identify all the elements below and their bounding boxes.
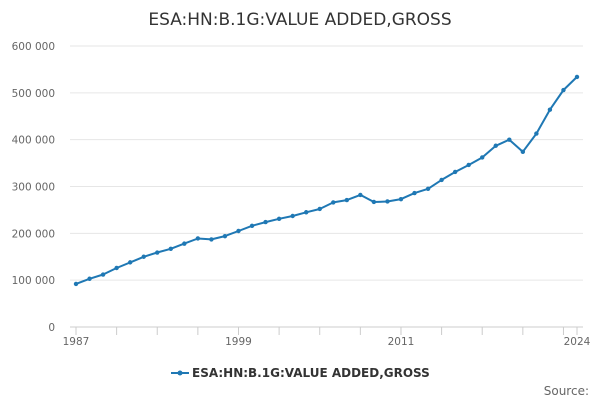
y-tick-label: 500 000 <box>12 88 55 100</box>
data-point <box>155 250 160 255</box>
data-point <box>574 74 580 80</box>
data-point <box>425 186 431 192</box>
data-point <box>358 192 363 198</box>
data-point <box>290 213 295 219</box>
y-tick-label: 0 <box>48 322 55 334</box>
legend[interactable]: ESA:HN:B.1G:VALUE ADDED,GROSS <box>171 366 430 380</box>
data-point <box>452 169 458 175</box>
data-point <box>561 87 566 93</box>
data-point <box>547 107 553 112</box>
data-point <box>371 199 377 205</box>
x-tick-label: 1999 <box>225 336 252 348</box>
chart-title: ESA:HN:B.1G:VALUE ADDED,GROSS <box>148 10 451 30</box>
x-tick-label: 2011 <box>388 336 415 348</box>
data-point <box>534 131 539 136</box>
grid-lines <box>70 45 583 281</box>
data-point <box>209 237 214 242</box>
source-label: Source: <box>544 384 589 398</box>
data-point <box>100 272 106 277</box>
data-point <box>236 228 241 234</box>
data-point <box>344 197 350 203</box>
x-axis: 1987 1999 2011 2024 <box>63 326 591 348</box>
data-point <box>317 206 322 212</box>
data-point <box>114 265 119 271</box>
y-tick-label: 200 000 <box>12 228 55 240</box>
data-point <box>73 281 79 287</box>
data-point <box>507 137 512 142</box>
data-point <box>263 219 268 225</box>
x-tick-label: 2024 <box>564 336 591 348</box>
data-point <box>249 223 255 229</box>
y-tick-label: 400 000 <box>12 135 55 147</box>
data-point <box>195 236 201 241</box>
data-point <box>127 260 133 265</box>
data-point <box>412 190 417 196</box>
data-point <box>493 143 498 148</box>
data-point <box>331 200 336 205</box>
y-tick-label: 300 000 <box>12 182 55 194</box>
data-point <box>87 276 92 281</box>
y-tick-label: 100 000 <box>12 275 55 287</box>
y-axis: 0 100 000 200 000 300 000 400 000 500 000 600 … <box>12 41 55 334</box>
data-point <box>385 199 390 204</box>
data-point <box>303 210 309 215</box>
data-point <box>276 216 282 222</box>
data-point <box>222 233 228 239</box>
series-line <box>75 76 578 285</box>
data-point <box>466 162 471 168</box>
data-point <box>168 246 173 251</box>
series-group <box>73 74 580 287</box>
legend-label: ESA:HN:B.1G:VALUE ADDED,GROSS <box>192 366 430 380</box>
data-point <box>398 196 404 202</box>
data-point <box>182 241 187 246</box>
data-point <box>141 254 146 259</box>
data-point <box>520 149 526 155</box>
legend-marker <box>177 370 183 376</box>
y-tick-label: 600 000 <box>12 41 55 53</box>
x-tick-label: 1987 <box>63 336 90 348</box>
data-point <box>439 177 444 183</box>
data-point <box>480 155 485 160</box>
